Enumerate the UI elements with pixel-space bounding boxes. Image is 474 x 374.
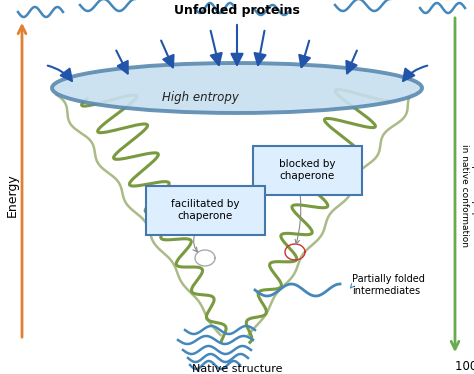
Text: Energy: Energy	[6, 173, 18, 217]
Text: % of protein population
in native conformation: % of protein population in native confor…	[460, 142, 474, 248]
Text: facilitated by
chaperone: facilitated by chaperone	[171, 199, 239, 221]
FancyBboxPatch shape	[146, 186, 265, 235]
Text: Unfolded proteins: Unfolded proteins	[174, 4, 300, 17]
Text: 100 %: 100 %	[455, 360, 474, 373]
FancyBboxPatch shape	[253, 146, 362, 195]
Ellipse shape	[52, 63, 422, 113]
Text: Partially folded
intermediates: Partially folded intermediates	[352, 274, 425, 296]
Text: blocked by
chaperone: blocked by chaperone	[279, 159, 335, 181]
Text: Native structure: Native structure	[192, 364, 282, 374]
Text: High entropy: High entropy	[162, 91, 238, 104]
